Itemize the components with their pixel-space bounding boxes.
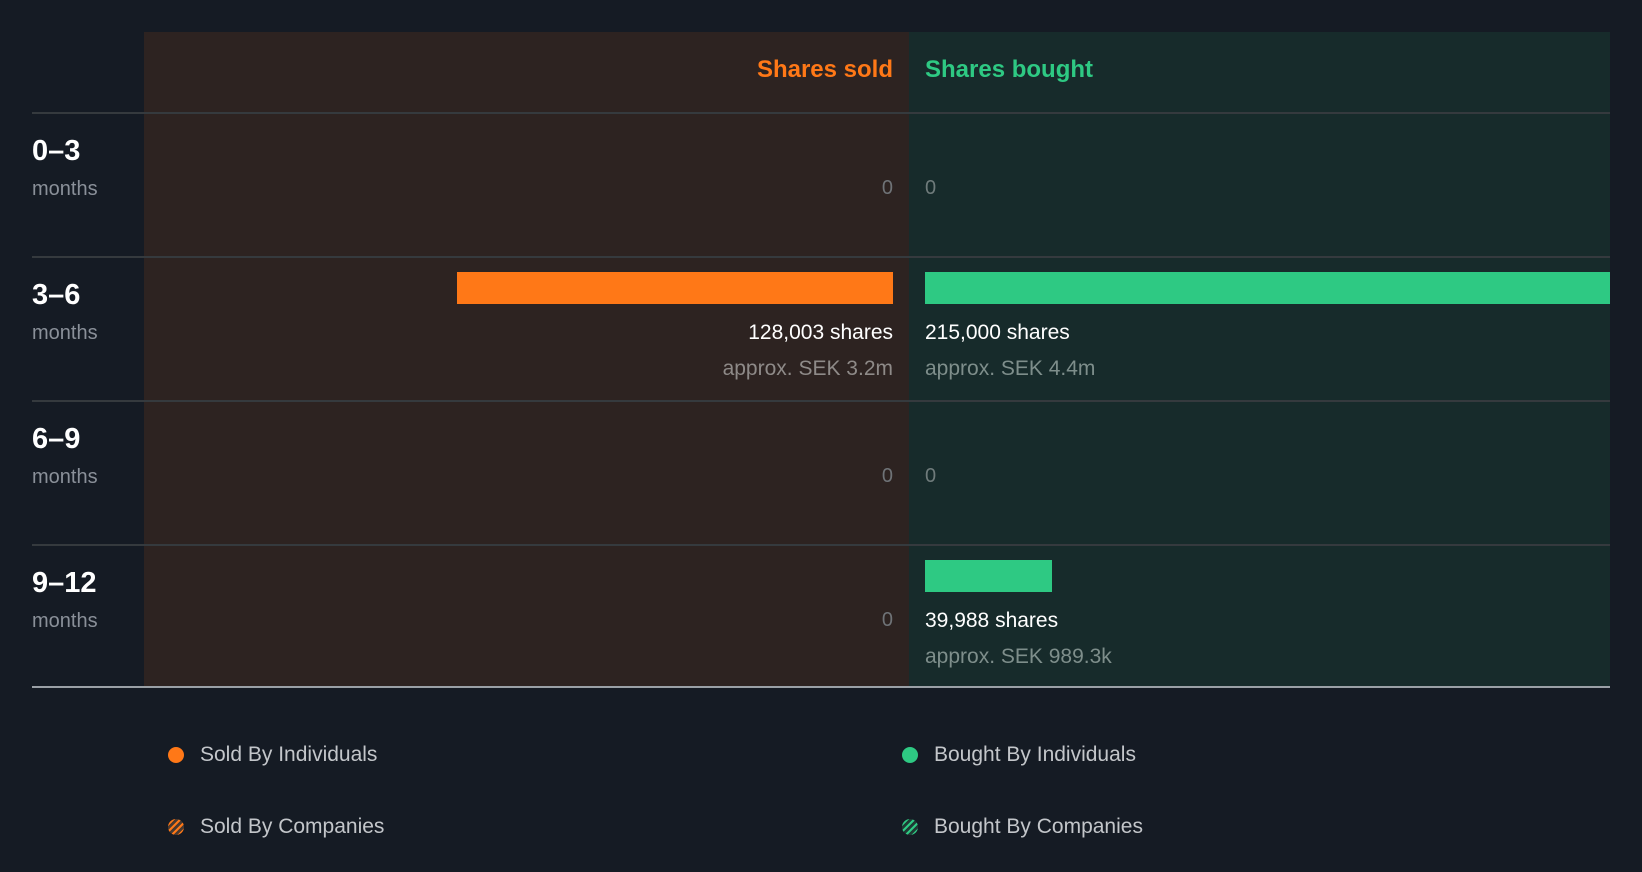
chart-baseline <box>32 686 1610 688</box>
header-shares-bought: Shares bought <box>925 56 1094 83</box>
sold-panel <box>144 32 909 687</box>
bar-sold <box>456 272 893 304</box>
row-range-label: 3–6 <box>32 279 81 311</box>
sold-zero-label: 0 <box>881 177 893 199</box>
row-range-label: 0–3 <box>32 135 81 167</box>
bought-shares-label: 215,000 shares <box>925 321 1070 344</box>
legend-item-label: Bought By Individuals <box>934 743 1136 766</box>
row-unit-label: months <box>32 322 98 344</box>
bar-bought <box>925 560 1053 592</box>
bought-shares-label: 39,988 shares <box>925 609 1059 632</box>
bought-approx-label: approx. SEK 4.4m <box>925 357 1096 380</box>
row-divider <box>32 256 1610 258</box>
row-unit-label: months <box>32 466 98 488</box>
row-range-label: 9–12 <box>32 567 97 599</box>
sold-zero-label: 0 <box>881 465 893 487</box>
row-divider <box>32 112 1610 114</box>
bought-zero-label: 0 <box>925 465 937 487</box>
sold-zero-label: 0 <box>881 609 893 631</box>
bought-zero-label: 0 <box>925 177 937 199</box>
bought-approx-label: approx. SEK 989.3k <box>925 645 1112 668</box>
legend-striped-dot-icon <box>902 819 918 835</box>
row-divider <box>32 544 1610 546</box>
sold-shares-label: 128,003 shares <box>748 321 893 344</box>
legend-item-label: Bought By Companies <box>934 815 1143 838</box>
bar-bought <box>925 272 1610 304</box>
legend-solid-dot-icon <box>168 747 184 763</box>
header-shares-sold: Shares sold <box>756 56 893 83</box>
row-unit-label: months <box>32 178 98 200</box>
row-unit-label: months <box>32 610 98 632</box>
legend-item-label: Sold By Companies <box>200 815 385 838</box>
sold-approx-label: approx. SEK 3.2m <box>722 357 893 380</box>
legend-item-label: Sold By Individuals <box>200 743 378 766</box>
row-range-label: 6–9 <box>32 423 81 455</box>
legend-solid-dot-icon <box>902 747 918 763</box>
legend-striped-dot-icon <box>168 819 184 835</box>
row-divider <box>32 400 1610 402</box>
